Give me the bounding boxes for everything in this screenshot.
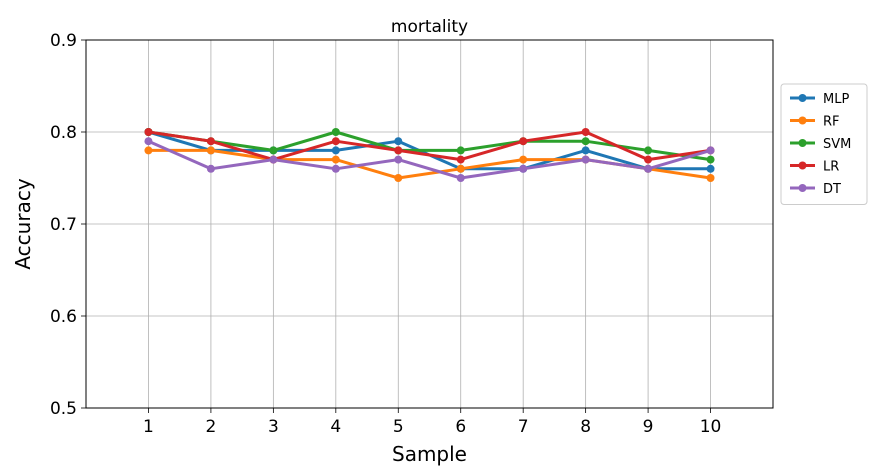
y-tick-label: 0.5: [50, 399, 77, 419]
data-point-rf: [519, 155, 528, 164]
data-point-svm: [331, 128, 340, 136]
legend-box: [780, 83, 868, 205]
axes: [81, 39, 774, 413]
axis-labels: 1 2 3 4 5 6 7 8 9 10 0.5 0.6 0.7 0.8 0.9 mortality Sampl…: [11, 17, 721, 466]
y-tick-label: 0.7: [50, 215, 77, 235]
data-point-rf: [144, 146, 153, 155]
data-point-dt: [706, 146, 715, 155]
data-point-svm: [644, 146, 653, 155]
data-point-lr: [581, 128, 590, 136]
x-tick-label: 1: [143, 417, 154, 437]
data-point-rf: [331, 155, 340, 164]
series-lines: [144, 128, 715, 182]
legend-marker: [798, 116, 807, 125]
data-point-dt: [269, 155, 278, 164]
data-point-rf: [394, 174, 403, 182]
data-point-mlp: [394, 137, 403, 146]
x-tick-label: 5: [393, 417, 404, 437]
y-axis-title: Accuracy: [11, 178, 35, 269]
y-tick-label: 0.9: [50, 31, 77, 51]
data-point-dt: [331, 164, 340, 173]
legend-marker: [798, 94, 807, 102]
x-tick-label: 10: [700, 417, 722, 437]
x-axis-title: Sample: [392, 442, 467, 466]
data-point-svm: [581, 137, 590, 146]
data-point-svm: [269, 146, 278, 155]
legend: MLP RF SVM LR DT: [780, 83, 868, 205]
data-point-dt: [394, 155, 403, 164]
x-tick-label: 7: [518, 417, 529, 437]
legend-item-dt: DT: [790, 182, 841, 197]
data-point-mlp: [331, 146, 340, 155]
data-point-lr: [331, 137, 340, 146]
x-tick-label: 9: [643, 417, 654, 437]
legend-marker: [798, 184, 807, 192]
series-lr: [144, 128, 715, 164]
data-point-lr: [644, 155, 653, 164]
legend-item-lr: LR: [790, 160, 839, 175]
data-point-lr: [456, 155, 465, 164]
data-point-dt: [206, 164, 215, 173]
data-point-lr: [144, 128, 153, 136]
data-point-rf: [456, 164, 465, 173]
data-point-mlp: [706, 164, 715, 173]
legend-label: LR: [823, 160, 839, 175]
series-line-dt: [147, 139, 711, 180]
plot-frame: [85, 39, 774, 409]
data-point-dt: [581, 155, 590, 164]
legend-label: SVM: [823, 137, 851, 152]
legend-label: RF: [823, 115, 840, 130]
grid-lines: [86, 39, 773, 409]
data-point-svm: [706, 155, 715, 164]
x-tick-label: 6: [455, 417, 466, 437]
data-point-dt: [144, 137, 153, 146]
legend-item-rf: RF: [790, 115, 840, 130]
legend-label: MLP: [823, 92, 849, 107]
y-tick-label: 0.8: [50, 123, 77, 143]
data-point-dt: [456, 174, 465, 182]
data-point-lr: [206, 137, 215, 146]
x-tick-label: 8: [580, 417, 591, 437]
data-point-rf: [206, 146, 215, 155]
legend-label: DT: [823, 182, 841, 197]
data-point-dt: [519, 164, 528, 173]
chart-title: mortality: [391, 17, 468, 37]
legend-marker: [798, 161, 807, 170]
series-line-lr: [148, 130, 711, 162]
legend-marker: [798, 139, 807, 147]
legend-item-svm: SVM: [790, 137, 851, 152]
data-point-svm: [456, 146, 465, 155]
y-tick-label: 0.6: [50, 307, 77, 327]
data-point-lr: [394, 146, 403, 155]
legend-item-mlp: MLP: [790, 92, 849, 107]
data-point-lr: [519, 137, 528, 146]
x-tick-label: 2: [205, 417, 216, 437]
data-point-rf: [706, 174, 715, 182]
data-point-dt: [644, 164, 653, 173]
series-dt: [144, 137, 715, 182]
x-tick-label: 4: [330, 417, 341, 437]
x-tick-label: 3: [268, 417, 279, 437]
data-point-mlp: [581, 146, 590, 155]
